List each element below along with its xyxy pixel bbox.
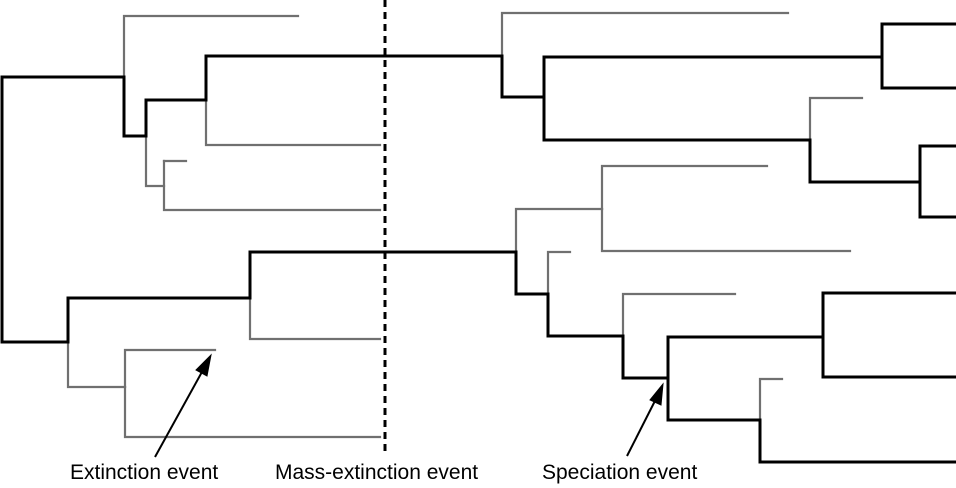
upper-surviving-path (122, 54, 956, 138)
extinct-branch-right-mid (808, 96, 864, 142)
extinction-arrow-head (195, 353, 212, 377)
extinct-branch-upper-mid (204, 98, 382, 147)
lower-surviving-path (66, 250, 670, 380)
upper-tip-branch (880, 22, 956, 59)
annotation-arrows (154, 353, 664, 458)
extinct-branch-lower-mid (248, 294, 382, 341)
extinct-branch-right-d (758, 377, 784, 422)
mass-extinction-event-label: Mass-extinction event (275, 461, 478, 484)
extinction-event-label: Extinction event (70, 461, 218, 484)
extinct-branch-right-short (546, 250, 572, 296)
upper-tip-pair (918, 144, 956, 219)
extinct-branch-right-b (600, 207, 852, 253)
lower-tip-branch (821, 335, 956, 379)
extinction-event-branch (123, 348, 217, 389)
extinct-branch-right-a (600, 164, 769, 211)
speciation-event-label: Speciation event (542, 461, 697, 484)
extinct-branch-lower-long (123, 385, 382, 439)
extinct-subclade-upper (144, 98, 166, 188)
extinct-branch-to-mass-extinction (162, 159, 382, 212)
lower-long-branch (666, 376, 956, 464)
lower-speciation-branch (666, 291, 956, 380)
surviving-lineages (0, 22, 956, 464)
extinction-arrow-line (154, 360, 209, 458)
extinct-branch-top-left (122, 14, 300, 138)
speciation-arrow-head (649, 382, 664, 406)
upper-inner-branch (542, 95, 922, 184)
extinct-lineages (66, 11, 864, 439)
extinct-subclade-lower (66, 296, 127, 389)
